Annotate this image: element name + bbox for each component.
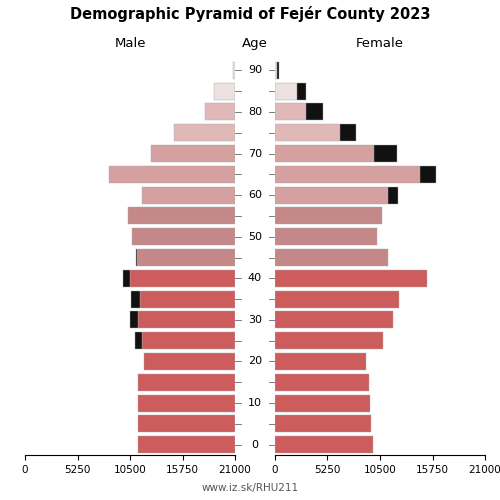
Bar	[233, 62, 235, 79]
Bar	[136, 249, 137, 266]
Bar	[275, 416, 371, 432]
Bar	[306, 104, 323, 120]
Bar	[275, 228, 376, 245]
Text: www.iz.sk/RHU211: www.iz.sk/RHU211	[202, 483, 298, 493]
Bar	[275, 166, 420, 183]
Bar	[275, 290, 399, 308]
Bar	[137, 249, 235, 266]
Bar	[214, 82, 235, 100]
Text: 60: 60	[248, 190, 262, 200]
Bar	[275, 374, 369, 391]
Bar	[278, 62, 280, 79]
Text: 10: 10	[248, 398, 262, 408]
Text: 90: 90	[248, 66, 262, 76]
Text: Female: Female	[356, 37, 404, 50]
Bar	[275, 436, 372, 453]
Bar	[275, 186, 388, 204]
Bar	[122, 270, 130, 287]
Text: 40: 40	[248, 274, 262, 283]
Bar	[275, 82, 297, 100]
Bar	[275, 208, 382, 224]
Bar	[275, 353, 366, 370]
Bar	[130, 312, 138, 328]
Bar	[142, 186, 235, 204]
Bar	[340, 124, 355, 142]
Text: 80: 80	[248, 107, 262, 117]
Bar	[275, 104, 306, 120]
Bar	[128, 208, 235, 224]
Bar	[275, 124, 340, 142]
Text: Male: Male	[114, 37, 146, 50]
Bar	[275, 62, 278, 79]
Bar	[138, 374, 235, 391]
Bar	[420, 166, 436, 183]
Bar	[150, 145, 235, 162]
Bar	[140, 290, 235, 308]
Bar	[144, 353, 235, 370]
Bar	[130, 270, 235, 287]
Bar	[275, 145, 374, 162]
Bar	[205, 104, 235, 120]
Text: 50: 50	[248, 232, 262, 241]
Bar	[135, 332, 142, 349]
Bar	[130, 290, 140, 308]
Bar	[138, 436, 235, 453]
Bar	[138, 416, 235, 432]
Text: Age: Age	[242, 37, 268, 50]
Bar	[275, 394, 370, 411]
Bar	[138, 312, 235, 328]
Text: 30: 30	[248, 315, 262, 325]
Text: Demographic Pyramid of Fejér County 2023: Demographic Pyramid of Fejér County 2023	[70, 6, 430, 22]
Bar	[374, 145, 396, 162]
Bar	[275, 270, 427, 287]
Bar	[142, 332, 235, 349]
Bar	[132, 228, 235, 245]
Bar	[297, 82, 306, 100]
Bar	[138, 394, 235, 411]
Text: 0: 0	[252, 440, 258, 450]
Bar	[174, 124, 235, 142]
Bar	[275, 249, 388, 266]
Text: 70: 70	[248, 148, 262, 158]
Bar	[275, 332, 383, 349]
Text: 20: 20	[248, 356, 262, 366]
Bar	[275, 312, 393, 328]
Bar	[109, 166, 235, 183]
Bar	[388, 186, 398, 204]
